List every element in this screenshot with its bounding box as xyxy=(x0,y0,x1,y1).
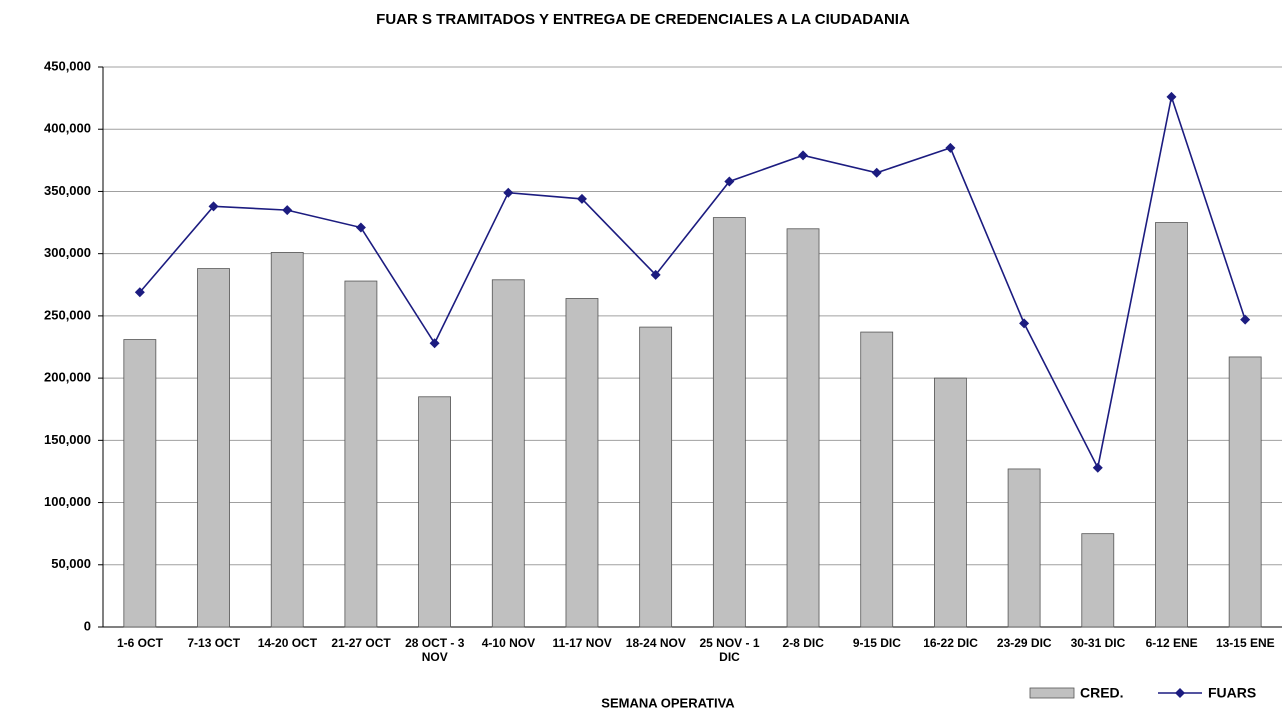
line xyxy=(139,93,1246,471)
marker xyxy=(1166,91,1177,102)
legend-label: FUARS xyxy=(1208,685,1256,701)
legend-marker xyxy=(1175,688,1185,698)
bar xyxy=(418,396,451,628)
y-tick-label: 350,000 xyxy=(44,183,91,198)
marker xyxy=(208,201,219,212)
legend-label: CRED. xyxy=(1080,685,1124,701)
y-tick-label: 450,000 xyxy=(44,58,91,73)
x-tick-label: 21-27 OCT xyxy=(331,636,391,650)
marker xyxy=(945,142,956,153)
bar xyxy=(1155,222,1188,628)
marker xyxy=(650,269,661,280)
y-tick-label: 250,000 xyxy=(44,307,91,322)
x-tick-label: 11-17 NOV xyxy=(552,636,612,650)
bar xyxy=(934,377,967,628)
x-tick-label: 4-10 NOV xyxy=(481,636,536,650)
bar xyxy=(565,298,599,628)
x-axis-label: SEMANA OPERATIVA xyxy=(601,695,735,710)
x-tick-label: 25 NOV - 1 DIC xyxy=(699,636,760,664)
bar xyxy=(491,279,525,628)
y-tick-label: 100,000 xyxy=(44,494,91,509)
bar xyxy=(344,280,378,628)
marker xyxy=(134,287,145,298)
x-tick-label: 28 OCT - 3 NOV xyxy=(405,636,465,664)
x-tick-label: 18-24 NOV xyxy=(625,636,686,650)
marker xyxy=(576,193,587,204)
chart-title: FUAR S TRAMITADOS Y ENTREGA DE CREDENCIA… xyxy=(376,11,910,28)
y-tick-label: 150,000 xyxy=(44,432,91,447)
legend-swatch xyxy=(1029,687,1075,699)
bar xyxy=(1081,533,1115,628)
marker xyxy=(724,176,735,187)
bar xyxy=(123,339,157,628)
bar xyxy=(197,268,230,628)
marker xyxy=(503,187,514,198)
bar xyxy=(639,326,673,628)
marker xyxy=(429,338,440,349)
x-tick-label: 9-15 DIC xyxy=(852,636,901,650)
marker xyxy=(1240,314,1251,325)
x-tick-label: 14-20 OCT xyxy=(257,636,318,650)
y-tick-label: 0 xyxy=(84,618,91,633)
x-tick-label: 30-31 DIC xyxy=(1070,636,1126,650)
x-tick-label: 2-8 DIC xyxy=(782,636,824,650)
x-tick-label: 16-22 DIC xyxy=(923,636,978,650)
x-tick-label: 13-15 ENE xyxy=(1215,636,1275,650)
x-tick-label: 23-29 DIC xyxy=(996,636,1052,650)
bar xyxy=(1007,468,1041,628)
bar xyxy=(860,331,894,628)
marker xyxy=(1019,318,1030,329)
y-tick-label: 50,000 xyxy=(51,556,91,571)
bar xyxy=(270,252,304,628)
y-tick-label: 200,000 xyxy=(44,370,91,385)
y-tick-label: 300,000 xyxy=(44,245,91,260)
x-tick-label: 7-13 OCT xyxy=(187,636,241,650)
marker xyxy=(282,205,293,216)
marker xyxy=(355,222,366,233)
y-tick-label: 400,000 xyxy=(44,121,91,136)
bar xyxy=(786,228,820,628)
x-tick-label: 1-6 OCT xyxy=(116,636,163,650)
marker xyxy=(871,167,882,178)
marker xyxy=(798,150,809,161)
x-tick-label: 6-12 ENE xyxy=(1145,636,1198,650)
bar xyxy=(712,217,746,628)
bar xyxy=(1228,356,1262,628)
marker xyxy=(1092,462,1103,473)
